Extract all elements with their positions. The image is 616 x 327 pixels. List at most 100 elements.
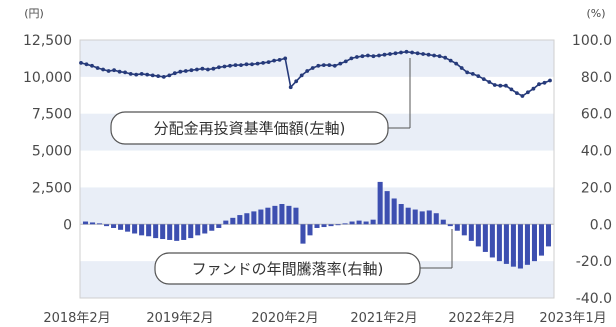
right-tick-label: 100.0: [572, 33, 612, 49]
nav-point: [156, 74, 161, 78]
return-bar: [454, 224, 460, 231]
x-tick-label: 2019年2月: [146, 311, 213, 326]
nav-point: [332, 63, 337, 68]
nav-point: [106, 69, 111, 73]
right-tick-label: 20.0: [581, 180, 612, 196]
return-bar: [223, 220, 229, 225]
return-bar: [524, 224, 530, 265]
nav-point: [393, 51, 398, 56]
left-tick-label: 12,500: [23, 33, 72, 49]
left-tick-label: 2,500: [32, 180, 72, 196]
nav-point: [206, 67, 210, 72]
x-tick-label: 2018年2月: [43, 311, 110, 326]
nav-callout-box: [110, 111, 389, 145]
return-bar: [468, 224, 474, 241]
nav-point: [465, 70, 470, 75]
right-tick-label: -20.0: [576, 254, 612, 270]
nav-point: [84, 62, 89, 67]
return-bar: [517, 224, 523, 269]
plot-band: [80, 187, 554, 225]
x-tick-label: 2023年1月: [539, 311, 606, 326]
nav-point: [211, 66, 216, 71]
return-bar: [209, 224, 215, 231]
return-bar: [447, 224, 453, 227]
nav-point: [112, 68, 116, 73]
return-bar: [342, 223, 348, 225]
return-bar: [167, 224, 173, 240]
nav-point: [244, 62, 249, 67]
nav-point: [228, 63, 232, 68]
nav-point: [454, 61, 459, 66]
nav-point: [134, 72, 139, 77]
nav-point: [537, 82, 541, 87]
left-tick-label: 10,000: [23, 70, 72, 86]
nav-point: [139, 72, 144, 76]
nav-point: [178, 69, 183, 74]
nav-point: [399, 50, 403, 55]
nav-point: [189, 68, 194, 73]
plot-frame: [79, 39, 555, 299]
return-bar: [104, 224, 110, 227]
return-bar: [111, 224, 117, 228]
nav-point: [415, 51, 420, 56]
return-bar: [265, 207, 271, 225]
nav-point: [377, 53, 381, 58]
left-tick-label: 0: [63, 217, 72, 233]
nav-point: [476, 74, 481, 78]
return-bar: [230, 217, 236, 225]
nav-point: [145, 72, 150, 77]
nav-point: [299, 73, 304, 78]
return-bar: [132, 224, 138, 234]
nav-point: [172, 71, 177, 76]
nav-point: [548, 78, 552, 83]
return-bar: [139, 224, 145, 236]
nav-point: [388, 52, 392, 56]
nav-point: [321, 63, 326, 67]
nav-point: [161, 75, 166, 79]
nav-point: [404, 49, 409, 54]
line-series-nav: [79, 49, 552, 98]
return-bar: [216, 224, 222, 228]
return-bar: [321, 224, 327, 228]
return-bar: [328, 224, 334, 227]
nav-point: [167, 73, 172, 78]
nav-point: [288, 85, 293, 90]
x-tick-label: 2022年2月: [448, 311, 515, 326]
return-bar: [153, 224, 159, 239]
nav-point: [520, 94, 525, 98]
nav-point: [222, 64, 227, 69]
return-bar: [160, 224, 166, 240]
return-bar: [97, 223, 103, 225]
return-legend-label: ファンドの年間騰落率(右軸): [192, 260, 384, 278]
return-bar: [496, 224, 502, 262]
return-bar: [370, 219, 376, 225]
nav-point: [371, 54, 376, 59]
nav-point: [128, 72, 133, 76]
nav-point: [217, 65, 221, 70]
nav-point: [239, 63, 243, 67]
return-bar: [419, 211, 425, 225]
nav-point: [509, 87, 514, 92]
nav-point: [542, 80, 547, 85]
nav-point: [272, 58, 276, 63]
return-bar: [349, 221, 355, 225]
nav-point: [338, 61, 343, 66]
nav-point: [200, 66, 205, 71]
nav-point: [327, 63, 332, 67]
return-bar: [538, 224, 545, 256]
nav-point: [233, 63, 238, 67]
x-tick-label: 2021年2月: [350, 311, 417, 326]
return-bar: [398, 204, 404, 225]
return-bar: [300, 224, 306, 244]
nav-point: [349, 56, 354, 61]
right-tick-label: 60.0: [581, 107, 612, 123]
return-bar: [510, 224, 516, 267]
return-bar: [181, 224, 187, 240]
return-bar: [237, 215, 243, 225]
plot-band: [80, 40, 554, 77]
nav-point: [459, 66, 464, 70]
nav-point: [355, 55, 359, 59]
return-bar: [440, 219, 446, 225]
return-callout-box: [154, 252, 421, 285]
return-bar: [258, 209, 264, 225]
